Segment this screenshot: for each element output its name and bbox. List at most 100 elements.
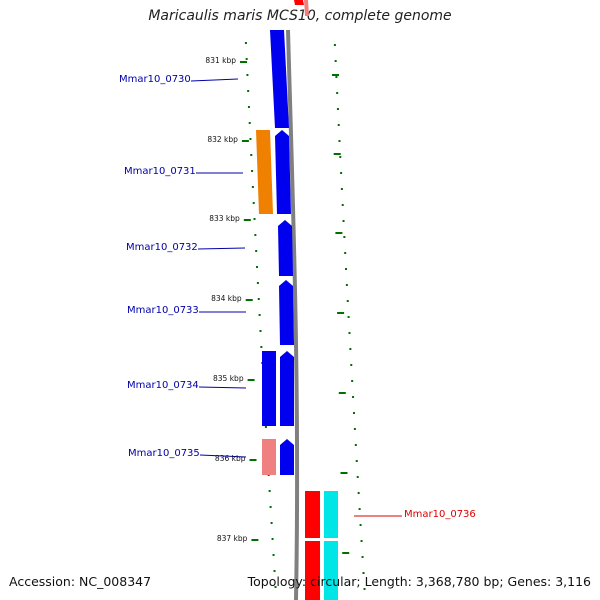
gene-label-mmar10_0735[interactable]: Mmar10_0735 [128,448,200,459]
kbp-tick-label: 831 kbp [205,56,236,65]
gene-shape [278,220,293,276]
scale-dot [270,522,273,524]
scale-dot [356,476,359,478]
scale-dot [336,108,339,110]
scale-dot [255,250,258,252]
scale-dot [251,186,254,188]
scale-dot [272,554,275,556]
scale-dot [352,412,355,414]
scale-dot [337,124,340,126]
scale-dot [344,252,347,254]
scale-dot [335,76,338,78]
gene-label-mmar10_0730[interactable]: Mmar10_0730 [119,74,191,85]
scale-dot [339,156,342,158]
scale-tick [337,312,345,314]
kbp-tick-label: 837 kbp [216,534,248,543]
scale-dot [354,444,357,446]
gene-label-mmar10_0732[interactable]: Mmar10_0732 [126,242,198,253]
scale-dot [250,154,253,156]
gene-shape [262,351,276,426]
scale-dot [348,332,351,334]
scale-tick [247,379,255,381]
gene-leader-line [197,247,246,250]
scale-dot [342,220,345,222]
scale-dot [345,284,348,286]
scale-tick [245,299,253,301]
kbp-tick-label: 834 kbp [211,294,242,303]
scale-dot [244,42,247,44]
scale-dot [357,492,360,494]
gene-break [302,538,342,541]
scale-dot [269,506,272,508]
gene-leader-line [199,454,247,458]
scale-dot [358,508,361,510]
gene-label-mmar10_0733[interactable]: Mmar10_0733 [127,305,199,316]
gene-leader-line [190,78,239,82]
scale-dot [246,74,249,76]
kbp-tick-label: 836 kbp [214,454,246,463]
scale-dot [363,588,366,590]
scale-dot [259,330,262,332]
scale-dot [352,396,355,398]
contig-backbone [286,29,300,600]
scale-dot [353,428,356,430]
accession-text: Accession: NC_008347 [9,574,152,589]
scale-dot [350,364,353,366]
scale-dot [251,170,254,172]
scale-dot [274,586,277,588]
scale-tick [243,219,251,221]
scale-dot [273,570,276,572]
scale-tick [240,61,247,63]
scale-dot [334,60,337,62]
kbp-tick-label: 833 kbp [209,214,240,223]
scale-tick [249,459,257,461]
gene-shape [275,130,291,214]
gene-label-mmar10_0736[interactable]: Mmar10_0736 [404,509,476,520]
gene-leader-line [198,386,247,389]
scale-dot [361,556,364,558]
scale-dot [271,538,274,540]
scale-dot [362,572,365,574]
gene-shape [324,491,338,600]
scale-dot [247,90,250,92]
gene-shape [279,280,294,345]
topology-text: Topology: circular; Length: 3,368,780 bp… [247,574,591,589]
scale-tick [333,153,341,155]
scale-dot [256,266,259,268]
scale-dot [248,122,251,124]
gene-shape [256,130,273,214]
scale-dot [343,236,346,238]
scale-dot [360,540,363,542]
scale-dot [338,140,341,142]
gene-label-mmar10_0731[interactable]: Mmar10_0731 [124,166,196,177]
gene-shape [294,0,304,5]
scale-dot [346,300,349,302]
gene-shape [280,351,294,426]
scale-dot [256,282,259,284]
scale-dot [253,218,256,220]
gene-shape [270,30,289,128]
scale-tick [241,140,249,142]
scale-dot [359,524,362,526]
scale-dot [333,44,336,46]
scale-dot [340,188,343,190]
scale-tick [342,552,350,554]
scale-dot [351,380,354,382]
gene-shape [280,439,294,475]
gene-shape [304,0,309,16]
scale-dot [257,298,260,300]
map-title: Maricaulis maris MCS10, complete genome [148,8,452,24]
scale-dot [345,268,348,270]
scale-dot [268,490,271,492]
scale-dot [260,346,263,348]
scale-dot [355,460,358,462]
gene-label-mmar10_0734[interactable]: Mmar10_0734 [127,380,199,391]
gene-shape [305,491,320,600]
scale-tick [332,74,339,76]
scale-dot [264,426,267,428]
scale-tick [338,392,346,394]
scale-dot [341,204,344,206]
scale-tick [340,472,348,474]
